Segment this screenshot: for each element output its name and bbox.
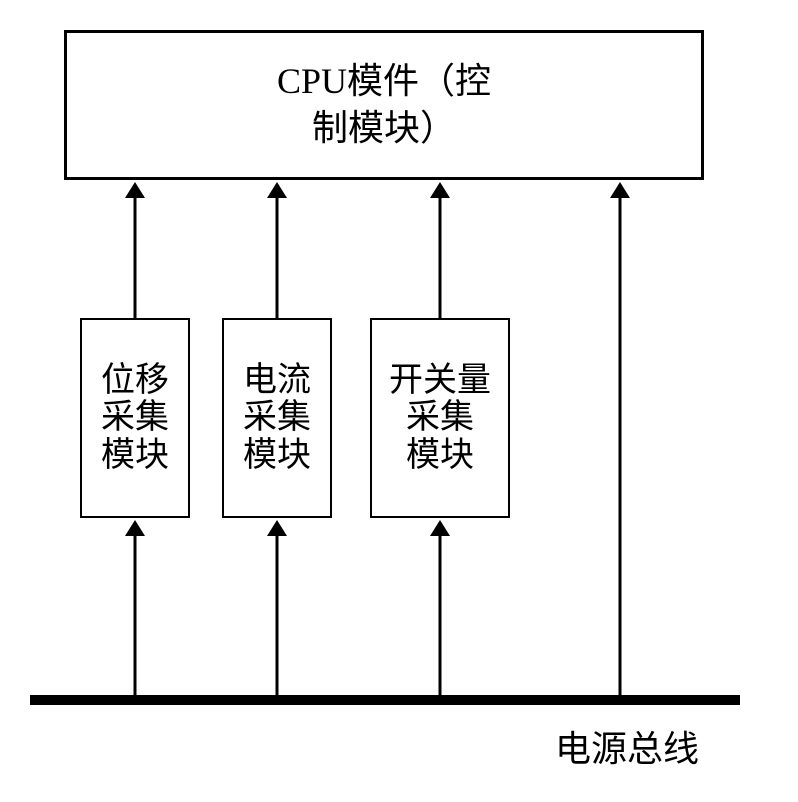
switch-module-box: 开关量采集模块 (370, 318, 510, 518)
displacement-to-cpu-head (125, 182, 145, 198)
switch-module-label: 开关量采集模块 (389, 362, 491, 474)
bus-to-switch-head (430, 520, 450, 536)
cpu-label-line1: CPU模件（控 (277, 61, 491, 101)
switch-to-cpu-head (430, 182, 450, 198)
bus-to-displacement-head (125, 520, 145, 536)
cpu-module-label: CPU模件（控 制模块） (277, 58, 491, 152)
current-module-label: 电流采集模块 (243, 362, 311, 474)
bus-to-cpu-direct-head (610, 182, 630, 198)
power-bus-line (30, 695, 740, 705)
cpu-label-line2: 制模块） (312, 108, 456, 148)
current-to-cpu-head (267, 182, 287, 198)
current-module-box: 电流采集模块 (222, 318, 332, 518)
cpu-module-box: CPU模件（控 制模块） (64, 30, 704, 180)
power-bus-label: 电源总线 (555, 720, 699, 772)
displacement-module-box: 位移采集模块 (80, 318, 190, 518)
bus-to-current-head (267, 520, 287, 536)
displacement-module-label: 位移采集模块 (101, 362, 169, 474)
